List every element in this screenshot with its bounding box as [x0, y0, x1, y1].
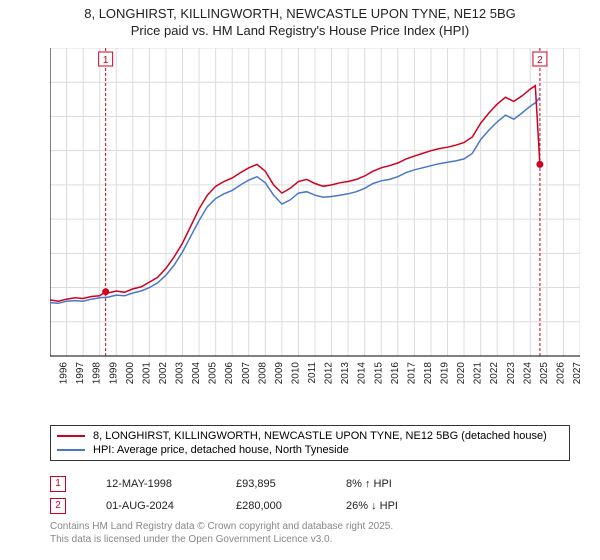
svg-text:2024: 2024 [522, 362, 533, 385]
marker-date: 12-MAY-1998 [106, 478, 196, 490]
svg-text:2002: 2002 [158, 362, 169, 385]
svg-text:1996: 1996 [59, 362, 70, 385]
svg-text:1998: 1998 [92, 362, 103, 385]
footer-line2: This data is licensed under the Open Gov… [50, 533, 393, 546]
svg-text:2018: 2018 [423, 362, 434, 385]
marker-pct: 26% ↓ HPI [346, 500, 436, 512]
svg-text:2011: 2011 [307, 362, 318, 384]
svg-text:1997: 1997 [75, 362, 86, 385]
price-chart: £0£50K£100K£150K£200K£250K£300K£350K£400… [50, 48, 580, 396]
svg-text:2005: 2005 [208, 362, 219, 385]
svg-text:2003: 2003 [175, 362, 186, 385]
svg-text:2010: 2010 [290, 362, 301, 385]
marker-price: £280,000 [236, 500, 306, 512]
marker-row: 2 01-AUG-2024 £280,000 26% ↓ HPI [50, 498, 436, 514]
marker-badge: 2 [50, 498, 66, 514]
svg-text:2006: 2006 [224, 362, 235, 385]
marker-date: 01-AUG-2024 [106, 500, 196, 512]
chart-title-line2: Price paid vs. HM Land Registry's House … [0, 23, 600, 38]
svg-text:2021: 2021 [473, 362, 484, 385]
footer-attribution: Contains HM Land Registry data © Crown c… [50, 520, 393, 546]
chart-title-block: 8, LONGHIRST, KILLINGWORTH, NEWCASTLE UP… [0, 0, 600, 38]
svg-text:2025: 2025 [539, 362, 550, 385]
svg-text:1995: 1995 [50, 362, 53, 385]
svg-text:2001: 2001 [141, 362, 152, 385]
svg-text:2012: 2012 [324, 362, 335, 385]
svg-text:2026: 2026 [555, 362, 566, 385]
svg-text:2009: 2009 [274, 362, 285, 385]
svg-text:2017: 2017 [406, 362, 417, 385]
svg-text:2016: 2016 [390, 362, 401, 385]
footer-line1: Contains HM Land Registry data © Crown c… [50, 520, 393, 533]
legend-label: HPI: Average price, detached house, Nort… [93, 444, 349, 456]
chart-legend: 8, LONGHIRST, KILLINGWORTH, NEWCASTLE UP… [50, 425, 570, 461]
legend-swatch-2 [57, 449, 85, 451]
svg-text:2015: 2015 [373, 362, 384, 385]
legend-swatch-1 [57, 435, 85, 437]
svg-text:2013: 2013 [340, 362, 351, 385]
legend-item: 8, LONGHIRST, KILLINGWORTH, NEWCASTLE UP… [57, 429, 563, 443]
svg-text:2008: 2008 [257, 362, 268, 385]
svg-text:1: 1 [103, 55, 109, 66]
svg-text:2004: 2004 [191, 362, 202, 385]
svg-text:2019: 2019 [440, 362, 451, 385]
svg-text:2027: 2027 [572, 362, 580, 385]
marker-price: £93,895 [236, 478, 306, 490]
marker-table: 1 12-MAY-1998 £93,895 8% ↑ HPI 2 01-AUG-… [50, 470, 436, 514]
svg-text:2000: 2000 [125, 362, 136, 385]
legend-label: 8, LONGHIRST, KILLINGWORTH, NEWCASTLE UP… [93, 430, 547, 442]
svg-text:2020: 2020 [456, 362, 467, 385]
svg-text:2007: 2007 [241, 362, 252, 385]
svg-text:2022: 2022 [489, 362, 500, 385]
chart-title-line1: 8, LONGHIRST, KILLINGWORTH, NEWCASTLE UP… [0, 6, 600, 21]
legend-item: HPI: Average price, detached house, Nort… [57, 443, 563, 457]
marker-row: 1 12-MAY-1998 £93,895 8% ↑ HPI [50, 476, 436, 492]
svg-text:2023: 2023 [506, 362, 517, 385]
svg-text:1999: 1999 [108, 362, 119, 385]
svg-text:2: 2 [537, 55, 543, 66]
svg-text:2014: 2014 [357, 362, 368, 385]
marker-badge: 1 [50, 476, 66, 492]
marker-pct: 8% ↑ HPI [346, 478, 436, 490]
